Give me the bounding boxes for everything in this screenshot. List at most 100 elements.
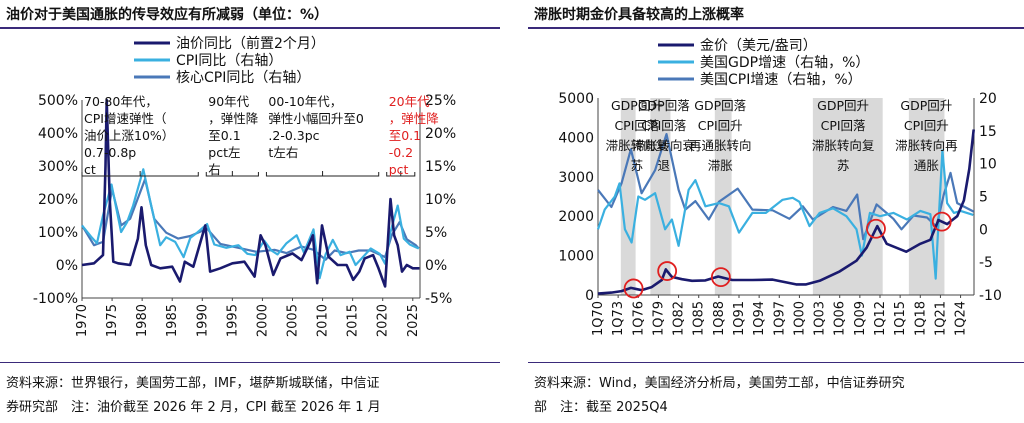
right-y-left-tick-label: 0 bbox=[585, 288, 594, 304]
right-source-line-2: 部 注：截至 2025Q4 bbox=[534, 400, 668, 415]
right-chart-title: 滞胀时期金价具备较高的上涨概率 bbox=[534, 7, 744, 23]
right-y-right-tick-label: -10 bbox=[979, 288, 1002, 304]
right-title-rule bbox=[528, 27, 1024, 29]
left-y-left-tick-label: 200% bbox=[38, 192, 78, 208]
right-x-tick-label: 1Q15 bbox=[893, 301, 908, 336]
right-x-tick-label: 1Q06 bbox=[833, 301, 848, 336]
right-x-tick-label: 1Q24 bbox=[954, 301, 969, 336]
right-y-left-tick-label: 4000 bbox=[558, 130, 594, 146]
left-source-note: 资料来源：世界银行，美国劳工部，IMF，堪萨斯城联储，中信证 券研究部 注：油价… bbox=[6, 372, 381, 420]
right-shaded-period bbox=[650, 98, 671, 295]
right-source-note: 资料来源：Wind，美国经济分析局，美国劳工部，中信证券研究 部 注：截至 20… bbox=[534, 372, 905, 420]
right-x-tick-label: 1Q91 bbox=[732, 301, 747, 336]
left-x-tick-label: 1970 bbox=[75, 304, 90, 337]
left-era-annotation: 00-10年代，弹性小幅回升至0.2-0.3pc t左右 bbox=[268, 94, 364, 160]
left-y-left-tick-label: 300% bbox=[38, 159, 78, 175]
left-panel: 油价对于美国通胀的传导效应有所减弱（单位：%） 500% 400% 300% 200%… bbox=[0, 0, 500, 423]
right-legend-label: 金价（美元/盎司） bbox=[700, 38, 817, 54]
left-legend-label: 核心CPI同比（右轴） bbox=[176, 70, 310, 86]
left-y-right-tick-label: 25% bbox=[425, 93, 456, 109]
left-y-right-tick-label: 15% bbox=[425, 159, 456, 175]
left-era-bracket bbox=[81, 171, 199, 177]
left-source-line-2: 券研究部 注：油价截至 2026 年 2 月，CPI 截至 2026 年 1 月 bbox=[6, 400, 381, 415]
left-y-left-tick-label: -100% bbox=[33, 291, 78, 307]
left-source-line-1: 资料来源：世界银行，美国劳工部，IMF，堪萨斯城联储，中信证 bbox=[6, 376, 380, 391]
left-x-tick-label: 1990 bbox=[195, 304, 210, 337]
left-source-rule bbox=[0, 362, 500, 363]
right-x-tick-label: 1Q94 bbox=[752, 301, 767, 336]
right-source-line-1: 资料来源：Wind，美国经济分析局，美国劳工部，中信证券研究 bbox=[534, 376, 905, 391]
right-period-label: GDP回升 CPI回落滞胀转向复苏 bbox=[812, 98, 875, 173]
right-y-right-tick-label: 15 bbox=[979, 124, 997, 140]
left-series-line-1 bbox=[81, 168, 420, 280]
right-shaded-period bbox=[714, 98, 732, 295]
right-series-line-0 bbox=[597, 129, 975, 295]
left-x-tick-label: 1985 bbox=[165, 304, 180, 337]
right-y-right-tick-label: 0 bbox=[979, 222, 988, 238]
right-series-line-1 bbox=[596, 149, 974, 280]
left-chart-title: 油价对于美国通胀的传导效应有所减弱（单位：%） bbox=[6, 7, 329, 23]
left-x-tick-label: 2005 bbox=[285, 304, 300, 337]
right-x-tick-label: 1Q00 bbox=[792, 301, 807, 336]
left-x-tick-label: 2015 bbox=[346, 304, 361, 337]
left-x-tick-label: 2020 bbox=[376, 304, 391, 337]
right-x-tick-label: 1Q82 bbox=[672, 301, 687, 336]
left-y-right-tick-label: -5% bbox=[425, 291, 452, 307]
right-y-left-tick-label: 3000 bbox=[558, 170, 594, 186]
right-highlight-circle bbox=[866, 218, 886, 239]
left-y-right-tick-label: 20% bbox=[425, 126, 456, 142]
right-highlight-circle bbox=[710, 267, 731, 288]
right-x-tick-label: 1Q76 bbox=[631, 301, 646, 336]
right-y-right-tick-label: 20 bbox=[979, 91, 997, 107]
right-highlight-circle bbox=[931, 211, 952, 232]
right-highlight-circle bbox=[657, 261, 678, 281]
left-title-rule bbox=[0, 27, 500, 29]
right-x-tick-label: 1Q79 bbox=[651, 301, 666, 336]
right-source-rule bbox=[528, 362, 1024, 363]
right-y-left-tick-label: 1000 bbox=[558, 249, 594, 265]
right-y-right-tick-label: 5 bbox=[979, 190, 988, 206]
left-y-right-tick-label: 5% bbox=[425, 225, 447, 241]
left-x-tick-label: 1975 bbox=[105, 304, 120, 337]
right-x-tick-label: 1Q09 bbox=[853, 301, 868, 336]
left-y-right-tick-label: 0% bbox=[425, 258, 447, 274]
right-x-tick-label: 1Q88 bbox=[712, 301, 727, 336]
left-y-left-tick-label: 0% bbox=[56, 258, 78, 274]
left-y-left-tick-label: 500% bbox=[38, 93, 78, 109]
left-x-tick-label: 1980 bbox=[135, 304, 150, 337]
right-shaded-period bbox=[908, 98, 945, 295]
left-legend-label: CPI同比（右轴） bbox=[176, 53, 282, 69]
left-x-tick-label: 2000 bbox=[255, 304, 270, 337]
left-series-line-0 bbox=[81, 98, 420, 288]
right-panel: 滞胀时期金价具备较高的上涨概率 5000 4000 3000 2000 1000 0 20 1… bbox=[528, 0, 1024, 423]
right-period-label: GDP回升 CPI回升滞胀转向再通胀 bbox=[895, 98, 958, 173]
left-x-tick-label: 1995 bbox=[225, 304, 240, 337]
right-x-tick-label: 1Q73 bbox=[611, 301, 626, 336]
right-y-left-tick-label: 5000 bbox=[558, 91, 594, 107]
right-x-tick-label: 1Q18 bbox=[913, 301, 928, 336]
left-era-annotation: 90年代，弹性降至0.1 pct左右 bbox=[208, 94, 259, 177]
right-shaded-period bbox=[620, 98, 636, 295]
left-era-bracket bbox=[205, 171, 259, 177]
gold-stagflation-chart: 5000 4000 3000 2000 1000 0 20 15 10 5 0 -5 -10 1Q70 1Q… bbox=[558, 38, 1002, 336]
left-y-left-tick-label: 400% bbox=[38, 126, 78, 142]
right-y-left-tick-label: 2000 bbox=[558, 209, 594, 225]
right-y-right-tick-label: -5 bbox=[979, 255, 993, 271]
right-x-tick-label: 1Q97 bbox=[772, 301, 787, 336]
right-x-tick-label: 1Q21 bbox=[933, 301, 948, 336]
left-era-annotation: 20年代，弹性降至0.1 -0.2 pct bbox=[389, 94, 440, 177]
left-era-bracket bbox=[265, 171, 380, 177]
right-period-label: GDP回落 CPI回落滞胀转向衰退 bbox=[633, 98, 696, 173]
right-period-label: GDP回升 CPI回落滞胀转向复苏 bbox=[606, 98, 669, 173]
right-x-tick-label: 1Q12 bbox=[873, 301, 888, 336]
right-highlight-circle bbox=[623, 278, 644, 299]
left-era-annotation: 70-80年代， CPI增速弹性（油价上涨10%） 0.7-0.8p ct bbox=[84, 94, 174, 177]
left-y-right-tick-label: 10% bbox=[425, 192, 456, 208]
left-x-tick-label: 2025 bbox=[406, 304, 421, 337]
right-x-tick-label: 1Q70 bbox=[591, 301, 606, 336]
left-series-line-2 bbox=[81, 178, 420, 261]
oil-cpi-chart: 500% 400% 300% 200% 100% 0% -100% 25% 20% 15% 10% 5… bbox=[33, 35, 456, 337]
right-legend-label: 美国CPI增速（右轴，%） bbox=[700, 72, 862, 88]
left-y-left-tick-label: 100% bbox=[38, 225, 78, 241]
left-legend-label: 油价同比（前置2个月） bbox=[176, 35, 325, 52]
